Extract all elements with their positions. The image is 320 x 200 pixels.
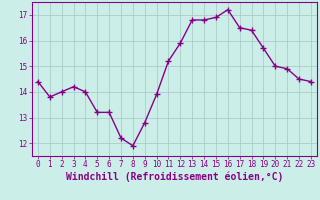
X-axis label: Windchill (Refroidissement éolien,°C): Windchill (Refroidissement éolien,°C): [66, 172, 283, 182]
